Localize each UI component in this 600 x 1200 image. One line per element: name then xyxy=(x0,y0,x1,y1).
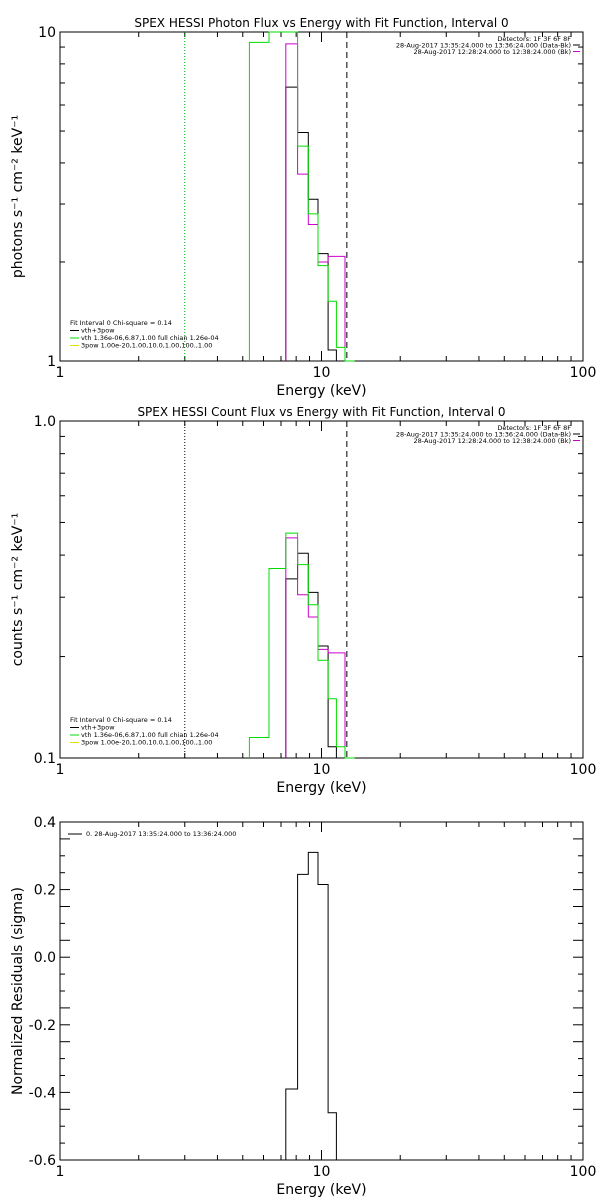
x-axis-label: Energy (keV) xyxy=(276,1182,366,1198)
x-tick-label: 1 xyxy=(56,365,65,381)
x-tick-label: 100 xyxy=(570,365,597,381)
chart-panel-2: 1 10 100 0.1 1.0 SPEX HESSI Count Flux vs Ene… xyxy=(10,405,596,796)
y-tick-label: 10 xyxy=(38,25,56,41)
legend-bottom-left-line: vth+3pow xyxy=(81,327,115,335)
x-axis-label: Energy (keV) xyxy=(276,780,366,796)
x-tick-label: 10 xyxy=(313,365,331,381)
y-axis-label: counts s⁻¹ cm⁻² keV⁻¹ xyxy=(10,513,26,667)
legend-top-right-line: 28-Aug-2017 13:35:24.000 to 13:36:24.000… xyxy=(396,42,571,50)
x-axis-label: Energy (keV) xyxy=(276,383,366,399)
y-tick-label: -0.2 xyxy=(29,1018,56,1034)
legend-top-right-line: Detectors: 1F 3F 6F 8F xyxy=(497,35,571,43)
x-tick-label: 100 xyxy=(570,762,597,778)
x-tick-label: 1 xyxy=(56,1164,65,1180)
y-axis-label: Normalized Residuals (sigma) xyxy=(10,887,26,1095)
series-0-histogram xyxy=(285,851,337,1160)
chart-panel-1: 1 10 100 1 10 SPEX HESSI Photon Flux vs Energ… xyxy=(10,16,596,399)
series-2-histogram xyxy=(248,532,355,759)
legend-bottom-left-line: vth 1.36e-06,6.87,1.00 full chian 1.26e-… xyxy=(81,731,219,739)
x-tick-label: 1 xyxy=(56,762,65,778)
legend-top-right-line: 28-Aug-2017 12:28:24.000 to 12:38:24.000… xyxy=(414,437,571,445)
series-0-histogram xyxy=(285,86,337,361)
x-tick-label: 100 xyxy=(570,1164,597,1180)
y-tick-label: 1.0 xyxy=(34,414,56,430)
y-tick-label: -0.6 xyxy=(29,1153,56,1169)
plots-layer: 1 10 100 1 10 SPEX HESSI Photon Flux vs Energ… xyxy=(10,16,596,1198)
legend-entry: 0. 28-Aug-2017 13:35:24.000 to 13:36:24.… xyxy=(86,830,236,838)
x-tick-label: 10 xyxy=(313,1164,331,1180)
series-0-histogram xyxy=(285,552,337,758)
x-tick-label: 10 xyxy=(313,762,331,778)
chart-title: SPEX HESSI Photon Flux vs Energy with Fi… xyxy=(134,16,508,30)
chart-panel-3: 1 10 100 0.4 0.2 0.0 -0.2 -0.4 -0.6 Energy (keV) N… xyxy=(10,815,596,1198)
legend-top-right-line: 28-Aug-2017 12:28:24.000 to 12:38:24.000… xyxy=(414,48,571,56)
legend-bottom-left-line: vth+3pow xyxy=(81,724,115,732)
legend-bottom-left-line: Fit Interval 0 Chi-square = 0.14 xyxy=(70,716,172,724)
y-tick-label: 0.0 xyxy=(34,950,56,966)
legend-top-right-line: Detectors: 1F 3F 6F 8F xyxy=(497,424,571,432)
y-tick-label: 0.4 xyxy=(34,815,56,831)
y-axis-label: photons s⁻¹ cm⁻² keV⁻¹ xyxy=(10,115,26,278)
y-tick-label: 1 xyxy=(47,354,56,370)
series-2-histogram xyxy=(248,31,355,362)
legend-top-right-line: 28-Aug-2017 13:35:24.000 to 13:36:24.000… xyxy=(396,431,571,439)
legend-bottom-left-line: 3pow 1.00e-20,1.00,10.0,1.00,100.,1.00 xyxy=(81,342,212,350)
legend-bottom-left-line: vth 1.36e-06,6.87,1.00 full chian 1.26e-… xyxy=(81,334,219,342)
legend-bottom-left-line: Fit Interval 0 Chi-square = 0.14 xyxy=(70,319,172,327)
chart-title: SPEX HESSI Count Flux vs Energy with Fit… xyxy=(137,405,505,419)
y-tick-label: 0.2 xyxy=(34,883,56,899)
legend-bottom-left-line: 3pow 1.00e-20,1.00,10.0,1.00,100.,1.00 xyxy=(81,739,212,747)
y-tick-label: 0.1 xyxy=(34,751,56,767)
y-tick-label: -0.4 xyxy=(29,1085,56,1101)
